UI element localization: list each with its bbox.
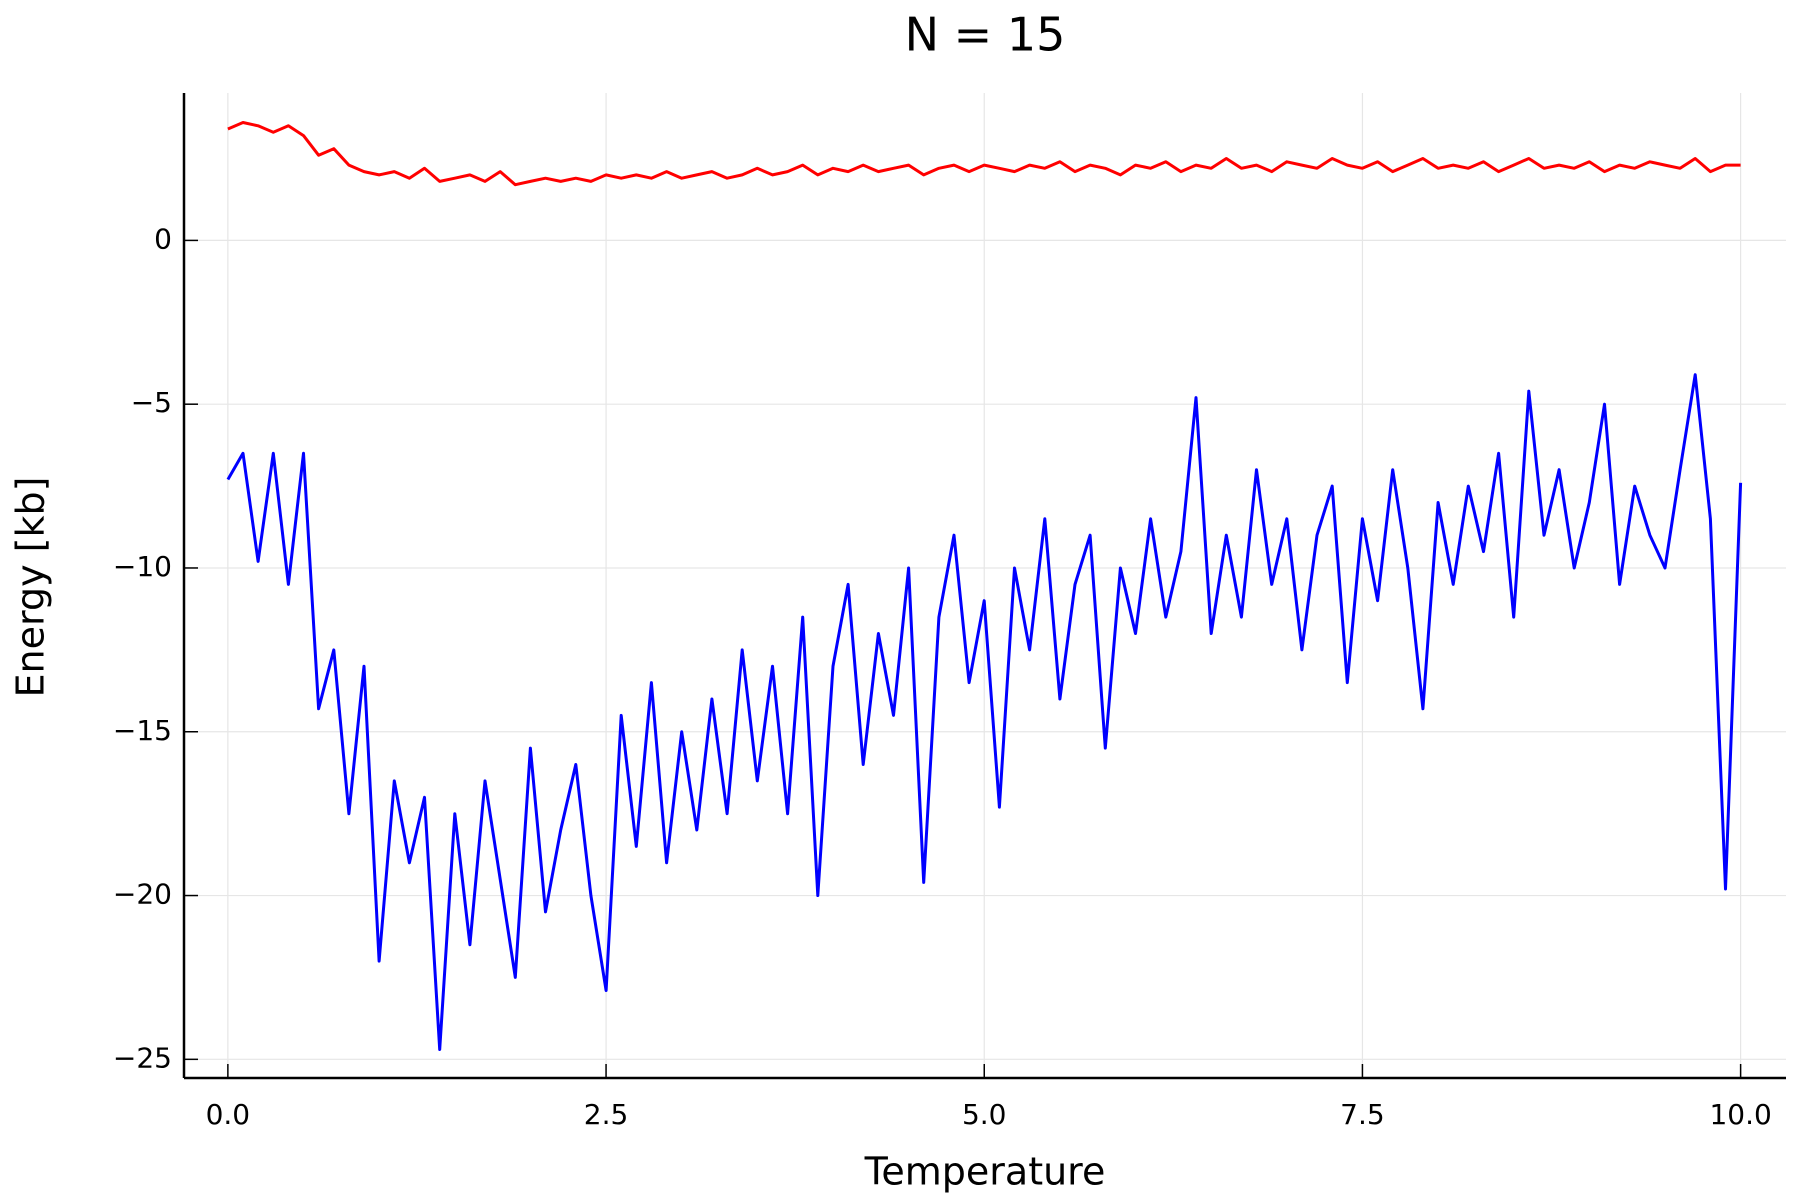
y-tick-label: 0 (154, 222, 172, 255)
x-tick-label: 10.0 (1709, 1098, 1771, 1131)
x-axis-label: Temperature (864, 1150, 1106, 1194)
x-tick-label: 7.5 (1340, 1098, 1385, 1131)
line-series (226, 373, 1743, 1051)
y-tick-label: −15 (113, 714, 172, 747)
x-tick-label: 0.0 (206, 1098, 251, 1131)
y-axis-label: Energy [kb] (9, 477, 53, 698)
y-tick-label: −25 (113, 1041, 172, 1074)
line-series (227, 121, 1741, 187)
x-tick-label: 5.0 (962, 1098, 1007, 1131)
y-tick-label: −5 (131, 386, 172, 419)
chart-title: N = 15 (905, 8, 1066, 62)
x-tick-label: 2.5 (584, 1098, 629, 1131)
y-tick-label: −10 (113, 550, 172, 583)
y-tick-label: −20 (113, 878, 172, 911)
